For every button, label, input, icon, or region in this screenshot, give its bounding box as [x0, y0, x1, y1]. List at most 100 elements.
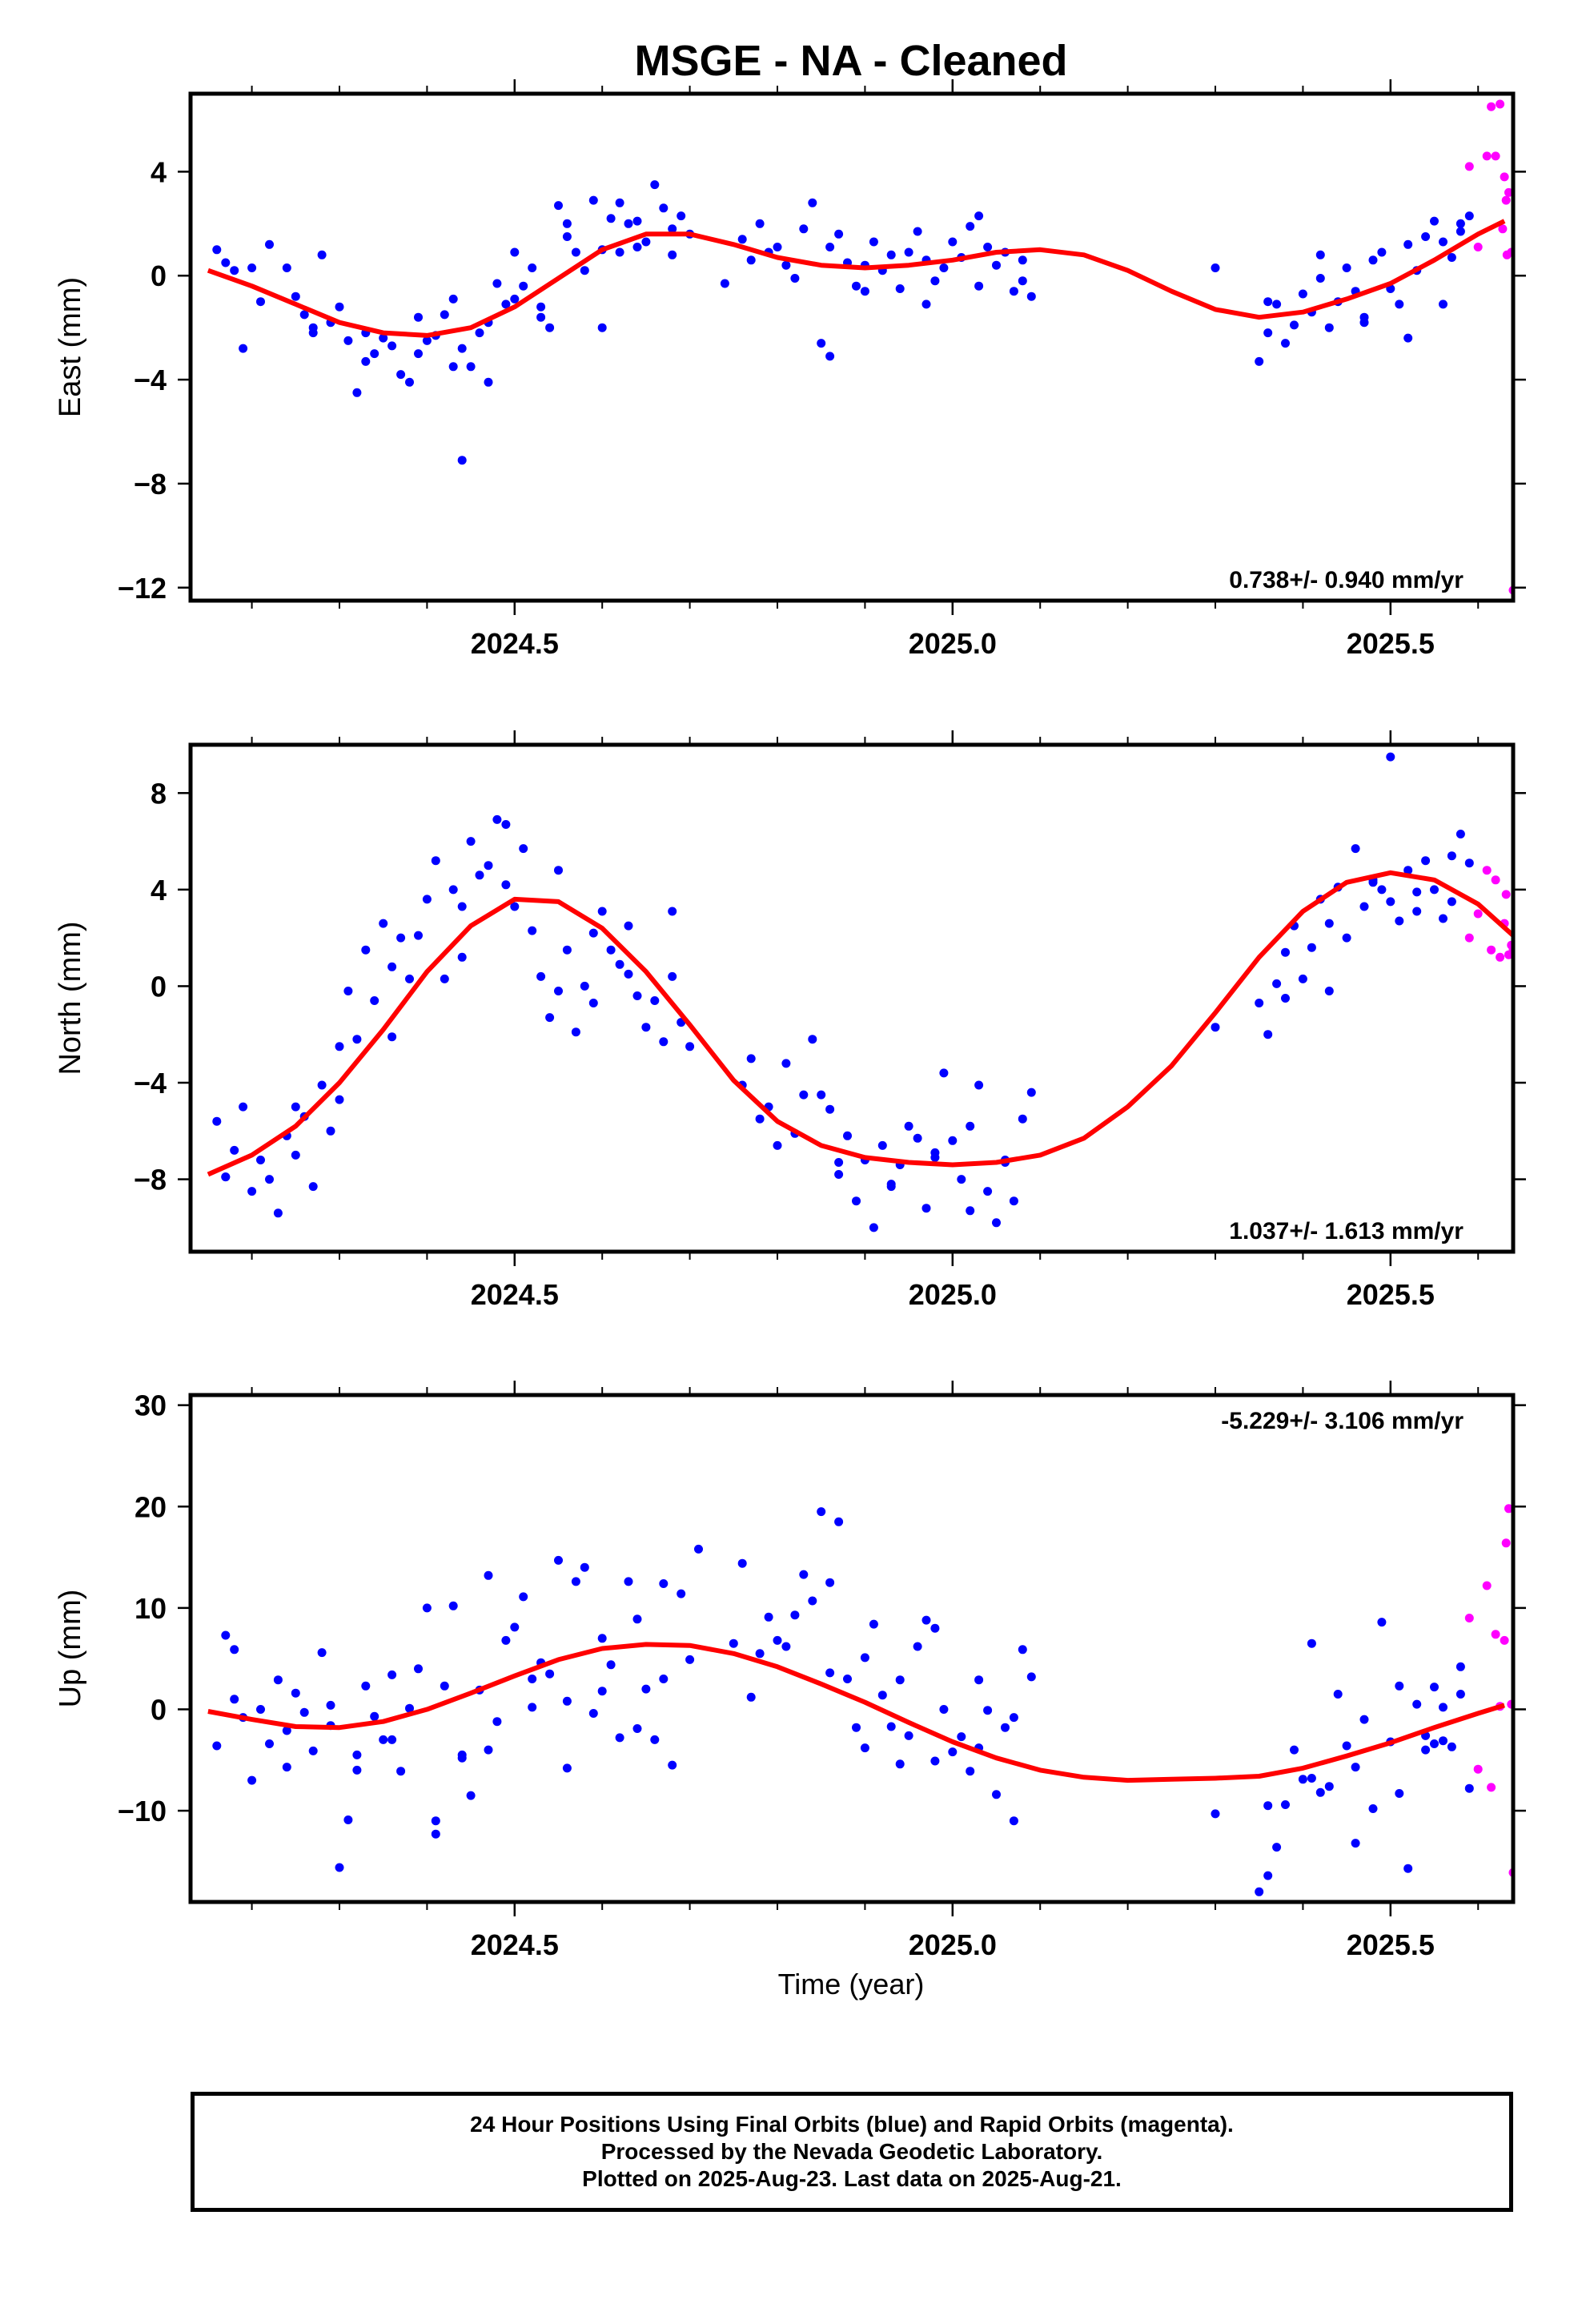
final-orbit-point — [431, 856, 440, 866]
final-orbit-point — [299, 310, 309, 320]
final-orbit-point — [440, 1681, 449, 1691]
final-orbit-point — [650, 180, 660, 190]
final-orbit-point — [335, 1042, 344, 1051]
final-orbit-point — [825, 243, 835, 251]
final-orbit-point — [966, 1121, 975, 1131]
final-orbit-point — [1368, 1804, 1378, 1813]
final-orbit-point — [1403, 1864, 1413, 1873]
final-orbit-point — [466, 1791, 476, 1800]
final-orbit-point — [641, 1684, 651, 1694]
final-orbit-point — [1395, 300, 1404, 309]
final-orbit-point — [1315, 250, 1325, 259]
final-orbit-point — [1386, 752, 1395, 762]
final-orbit-point — [536, 312, 546, 322]
final-orbit-point — [1263, 1871, 1273, 1880]
rapid-orbit-point — [1487, 102, 1496, 111]
final-orbit-point — [869, 1619, 878, 1629]
final-orbit-point — [1377, 247, 1387, 257]
final-orbit-point — [843, 1675, 852, 1683]
final-orbit-point — [650, 1735, 660, 1744]
final-orbit-point — [387, 1032, 397, 1042]
final-orbit-point — [606, 214, 616, 223]
final-orbit-point — [352, 1765, 362, 1775]
y-tick-label: −4 — [134, 364, 167, 396]
final-orbit-point — [335, 1863, 344, 1872]
final-orbit-point — [641, 237, 651, 247]
final-orbit-point — [230, 266, 239, 275]
y-tick-label: 20 — [135, 1490, 167, 1523]
y-axis-label: North (mm) — [54, 921, 87, 1075]
final-orbit-point — [554, 987, 563, 995]
final-orbit-point — [291, 1150, 300, 1160]
final-orbit-point — [790, 1610, 800, 1620]
final-orbit-point — [781, 1059, 791, 1068]
final-orbit-point — [825, 1668, 835, 1678]
final-orbit-point — [475, 870, 484, 880]
final-orbit-point — [562, 1696, 572, 1706]
final-orbit-point — [1272, 979, 1282, 988]
final-orbit-point — [606, 1660, 616, 1670]
final-orbit-point — [764, 1612, 773, 1622]
model-curve — [207, 870, 1513, 1177]
final-orbit-point — [212, 245, 222, 255]
final-orbit-point — [1421, 232, 1431, 241]
final-orbit-point — [317, 1648, 327, 1658]
final-orbit-point — [554, 866, 563, 875]
final-orbit-point — [904, 247, 913, 257]
footer-box: 24 Hour Positions Using Final Orbits (bl… — [191, 2092, 1513, 2212]
final-orbit-point — [825, 352, 835, 361]
final-orbit-point — [588, 1709, 598, 1718]
data-points — [212, 1504, 1513, 1896]
final-orbit-point — [615, 1733, 624, 1743]
final-orbit-point — [624, 1577, 633, 1586]
final-orbit-point — [1263, 1030, 1273, 1039]
final-orbit-point — [291, 1102, 300, 1112]
final-orbit-point — [1211, 1023, 1220, 1032]
final-orbit-point — [221, 258, 231, 267]
final-orbit-point — [396, 1767, 406, 1776]
rapid-orbit-point — [1496, 99, 1505, 109]
rapid-orbit-point — [1487, 945, 1496, 955]
y-tick-label: −10 — [118, 1795, 167, 1827]
final-orbit-point — [983, 243, 993, 251]
final-orbit-point — [282, 1726, 291, 1735]
y-tick-label: 0 — [151, 259, 167, 292]
final-orbit-point — [414, 1664, 423, 1674]
final-orbit-point — [781, 1642, 791, 1651]
final-orbit-point — [1464, 858, 1474, 868]
final-orbit-point — [992, 260, 1001, 270]
final-orbit-point — [1026, 1088, 1036, 1097]
final-orbit-point — [624, 969, 633, 979]
y-tick-label: 30 — [135, 1389, 167, 1422]
final-orbit-point — [414, 312, 423, 322]
final-orbit-point — [913, 227, 922, 236]
final-orbit-point — [588, 195, 598, 205]
final-orbit-point — [1430, 885, 1439, 895]
final-orbit-point — [930, 276, 940, 286]
final-orbit-point — [492, 279, 502, 288]
y-tick-label: 0 — [151, 970, 167, 1003]
final-orbit-point — [895, 284, 905, 293]
final-orbit-point — [422, 336, 432, 345]
final-orbit-point — [983, 1187, 993, 1196]
final-orbit-point — [1395, 1681, 1404, 1691]
rate-label: 0.738+/- 0.940 mm/yr — [1229, 567, 1464, 593]
rapid-orbit-point — [1482, 866, 1492, 875]
final-orbit-point — [247, 1775, 257, 1785]
final-orbit-point — [571, 1027, 580, 1037]
final-orbit-point — [291, 292, 300, 301]
rapid-orbit-point — [1482, 151, 1492, 161]
final-orbit-point — [597, 323, 607, 332]
final-orbit-point — [230, 1145, 239, 1155]
final-orbit-point — [1009, 287, 1018, 296]
rapid-orbit-point — [1500, 172, 1509, 182]
footer-line-1: 24 Hour Positions Using Final Orbits (bl… — [470, 2112, 1234, 2137]
final-orbit-point — [484, 1570, 493, 1580]
rapid-orbit-point — [1464, 162, 1474, 171]
final-orbit-point — [440, 974, 449, 983]
final-orbit-point — [1368, 878, 1378, 887]
rapid-orbit-point — [1504, 1504, 1513, 1514]
final-orbit-point — [273, 1675, 283, 1685]
model-curve — [207, 1642, 1505, 1783]
final-orbit-point — [1377, 885, 1387, 895]
